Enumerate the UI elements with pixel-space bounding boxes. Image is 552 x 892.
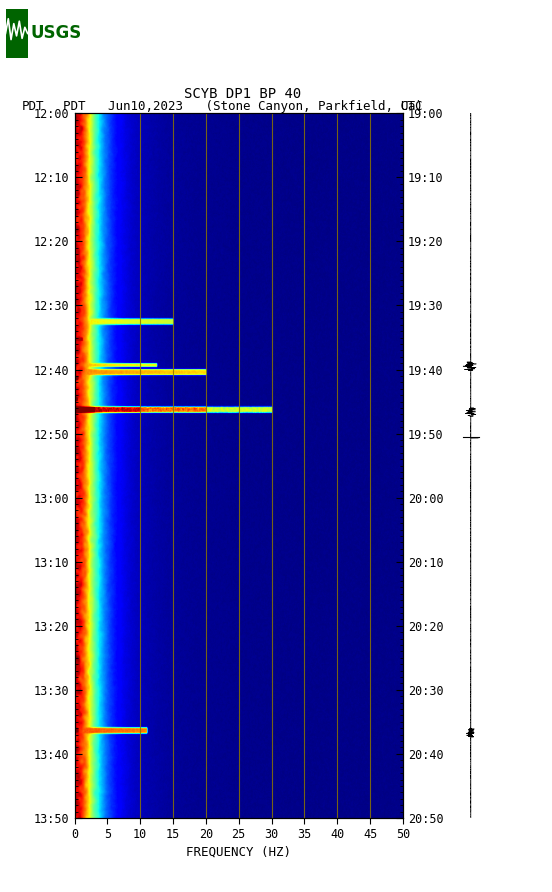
Text: SCYB DP1 BP 40: SCYB DP1 BP 40 [184, 87, 301, 101]
Text: PDT   Jun10,2023   (Stone Canyon, Parkfield, Ca): PDT Jun10,2023 (Stone Canyon, Parkfield,… [63, 100, 423, 113]
X-axis label: FREQUENCY (HZ): FREQUENCY (HZ) [186, 846, 291, 858]
Text: UTC: UTC [400, 100, 422, 113]
Text: PDT: PDT [22, 100, 44, 113]
Text: USGS: USGS [30, 24, 82, 43]
FancyBboxPatch shape [6, 9, 28, 58]
